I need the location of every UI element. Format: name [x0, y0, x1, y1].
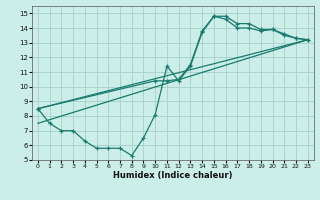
X-axis label: Humidex (Indice chaleur): Humidex (Indice chaleur) — [113, 171, 233, 180]
